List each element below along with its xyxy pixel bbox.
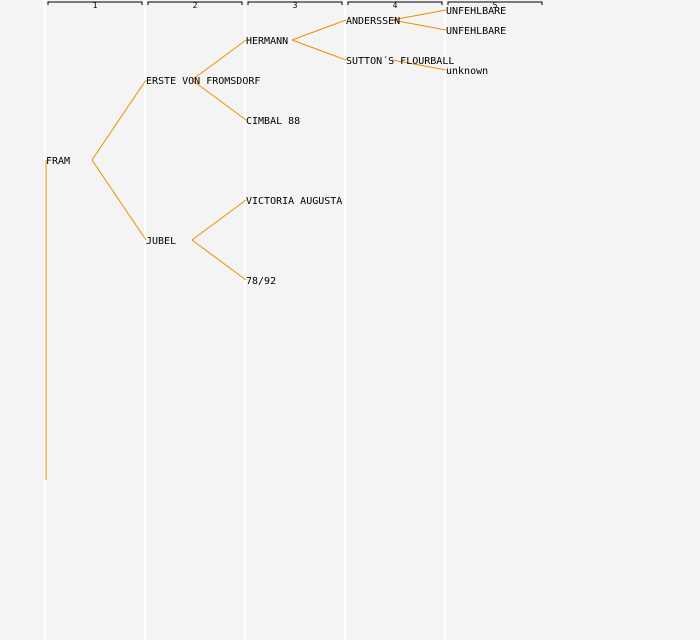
generation-number: 4 <box>393 1 398 10</box>
ancestor-name: unknown <box>446 66 488 77</box>
generation-bracket <box>447 1 543 5</box>
sire-edge <box>191 39 247 81</box>
generation-bracket <box>147 1 243 5</box>
generation-bracket <box>247 1 343 5</box>
column-dividers <box>44 0 446 640</box>
ancestor-name: FRAM <box>46 156 70 167</box>
dam-edge <box>291 39 347 61</box>
sire-edge <box>191 199 247 241</box>
generation-number: 1 <box>93 1 98 10</box>
ancestor-name: ANDERSSEN <box>346 16 400 27</box>
ancestor-name: JUBEL <box>146 236 176 247</box>
ancestor-name: UNFEHLBARE <box>446 6 506 17</box>
ancestor-name: HERMANN <box>246 36 288 47</box>
tree-edges <box>45 9 447 480</box>
ancestor-name: 78/92 <box>246 276 276 287</box>
ancestor-name: VICTORIA AUGUSTA <box>246 196 342 207</box>
generation-header: 1 2 3 4 5 <box>47 1 543 10</box>
tree-labels: FONTANAFRAMERSTE VON FROMSDORFHERMANNAND… <box>46 6 506 287</box>
dam-edge <box>191 239 247 281</box>
generation-number: 3 <box>293 1 298 10</box>
dam-edge <box>391 59 447 71</box>
sire-edge <box>91 79 147 161</box>
generation-bracket <box>347 1 443 5</box>
generation-number: 2 <box>193 1 198 10</box>
sire-edge <box>391 9 447 21</box>
dam-edge <box>391 19 447 31</box>
generation-bracket <box>47 1 143 5</box>
ancestor-name: UNFEHLBARE <box>446 26 506 37</box>
sire-edge <box>291 19 347 41</box>
ancestor-name: CIMBAL 88 <box>246 116 300 127</box>
ancestor-name: ERSTE VON FROMSDORF <box>146 76 260 87</box>
dam-edge <box>91 159 147 241</box>
ancestor-name: SUTTON´S FLOURBALL <box>346 55 454 67</box>
generation-number: 5 <box>493 1 498 10</box>
dam-edge <box>191 79 247 121</box>
